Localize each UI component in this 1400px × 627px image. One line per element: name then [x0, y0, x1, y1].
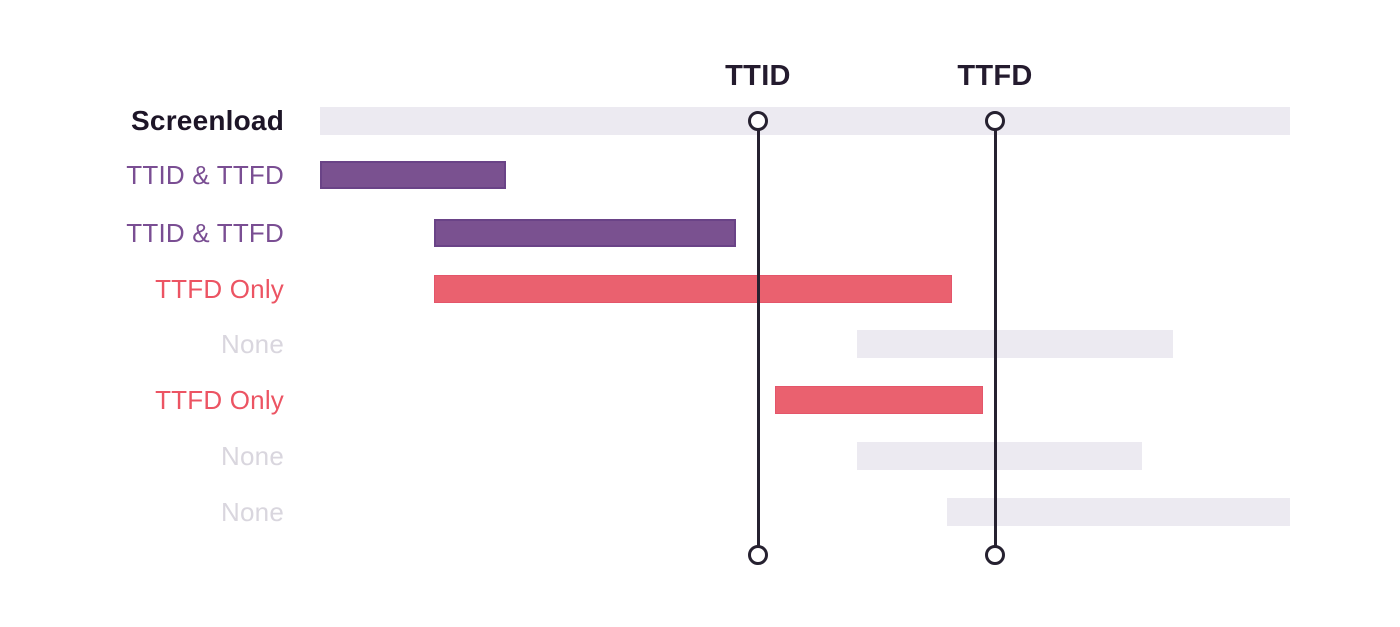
ttid-marker-line: [756, 121, 760, 555]
ttfd-only-span-bar-1: [434, 275, 952, 303]
ttid-marker-circle-top: [747, 110, 768, 131]
row-ttid-ttfd-2: TTID & TTFD: [0, 219, 1400, 247]
ttfd-marker-line: [993, 121, 997, 555]
ttfd-only-span-bar-2: [775, 386, 983, 414]
ttid-ttfd-span-bar-2: [434, 219, 736, 247]
row-none-1: None: [0, 330, 1400, 358]
row-label-ttid-ttfd-1: TTID & TTFD: [126, 160, 284, 190]
ttfd-marker-circle-bottom: [984, 544, 1005, 565]
row-label-ttfd-only-2: TTFD Only: [155, 385, 284, 415]
ttid-marker-circle-bottom: [747, 544, 768, 565]
row-screenload: Screenload: [0, 107, 1400, 135]
row-ttfd-only-2: TTFD Only: [0, 386, 1400, 414]
row-label-none-1: None: [221, 329, 284, 359]
row-ttfd-only-1: TTFD Only: [0, 275, 1400, 303]
screenload-span-bar: [320, 107, 1290, 135]
row-ttid-ttfd-1: TTID & TTFD: [0, 161, 1400, 189]
none-span-bar-2: [857, 442, 1142, 470]
ttfd-marker-circle-top: [984, 110, 1005, 131]
row-label-none-2: None: [221, 441, 284, 471]
row-label-ttfd-only-1: TTFD Only: [155, 274, 284, 304]
row-label-none-3: None: [221, 497, 284, 527]
ttid-ttfd-span-bar-1: [320, 161, 506, 189]
row-label-screenload: Screenload: [131, 105, 284, 136]
none-span-bar-1: [857, 330, 1173, 358]
ttid-marker-label: TTID: [725, 60, 791, 92]
row-label-ttid-ttfd-2: TTID & TTFD: [126, 218, 284, 248]
ttfd-marker-label: TTFD: [957, 60, 1033, 92]
row-none-2: None: [0, 442, 1400, 470]
none-span-bar-3: [947, 498, 1290, 526]
row-none-3: None: [0, 498, 1400, 526]
